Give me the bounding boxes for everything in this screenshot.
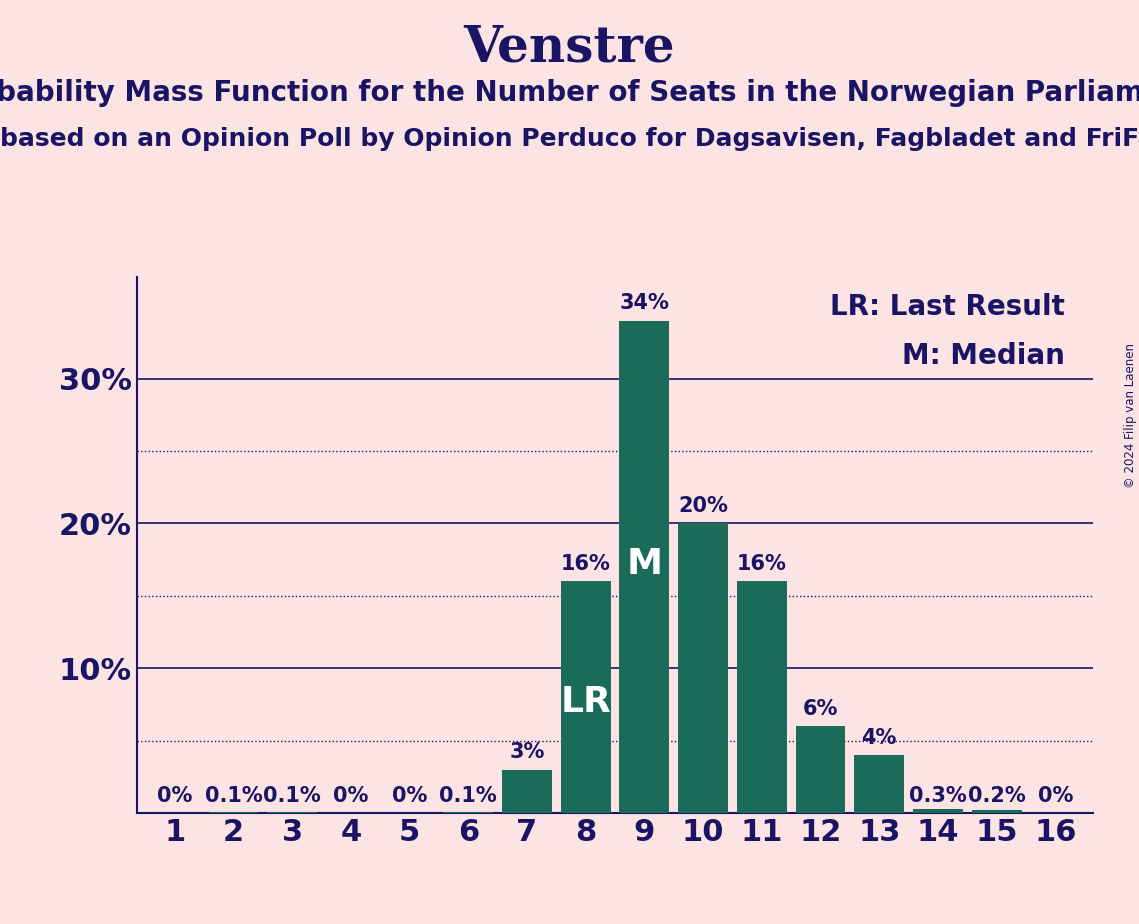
Text: 16%: 16% [737, 554, 787, 574]
Text: 0.1%: 0.1% [440, 786, 498, 806]
Text: M: Median: M: Median [902, 342, 1065, 370]
Text: 0%: 0% [157, 786, 192, 806]
Text: 0.1%: 0.1% [205, 786, 262, 806]
Text: 0%: 0% [334, 786, 369, 806]
Text: 34%: 34% [620, 294, 670, 313]
Text: 0.2%: 0.2% [968, 786, 1025, 806]
Text: 0%: 0% [1038, 786, 1073, 806]
Bar [972, 810, 1022, 813]
Text: based on an Opinion Poll by Opinion Perduco for Dagsavisen, Fagbladet and FriFag: based on an Opinion Poll by Opinion Perd… [0, 127, 1139, 151]
Text: 4%: 4% [861, 728, 896, 748]
Bar [560, 581, 611, 813]
Bar [502, 770, 552, 813]
Text: LR: Last Result: LR: Last Result [830, 293, 1065, 322]
Text: Probability Mass Function for the Number of Seats in the Norwegian Parliament: Probability Mass Function for the Number… [0, 79, 1139, 106]
Bar [913, 808, 962, 813]
Text: Venstre: Venstre [464, 23, 675, 72]
Text: LR: LR [560, 685, 612, 719]
Text: 16%: 16% [560, 554, 611, 574]
Text: 0.1%: 0.1% [263, 786, 321, 806]
Bar [854, 755, 904, 813]
Bar [678, 523, 728, 813]
Text: 0%: 0% [392, 786, 427, 806]
Bar [268, 811, 317, 813]
Bar [208, 811, 259, 813]
Bar [737, 581, 787, 813]
Text: 3%: 3% [509, 742, 544, 762]
Bar [443, 811, 493, 813]
Text: 6%: 6% [803, 699, 838, 719]
Bar [795, 726, 845, 813]
Text: M: M [626, 547, 663, 581]
Text: 0.3%: 0.3% [909, 786, 967, 806]
Text: © 2024 Filip van Laenen: © 2024 Filip van Laenen [1124, 344, 1137, 488]
Bar [620, 321, 670, 813]
Text: 20%: 20% [678, 496, 728, 517]
